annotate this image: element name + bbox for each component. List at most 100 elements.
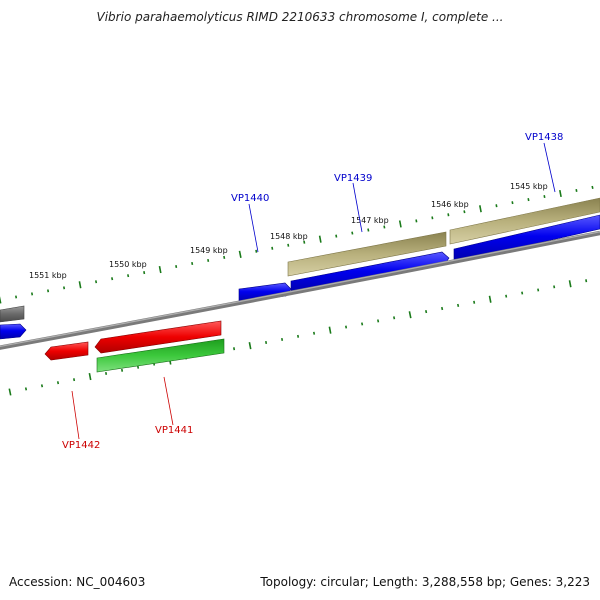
outer-ruler-minor-tick (527, 198, 530, 202)
leader-vp1441 (163, 376, 174, 426)
outer-ruler-minor-tick (143, 271, 146, 275)
inner-ruler-major-tick (328, 326, 332, 334)
inner-ruler-minor-tick (553, 285, 556, 289)
outer-ruler-minor-tick (127, 274, 130, 278)
ruler-label-1548: 1548 kbp (270, 232, 308, 241)
inner-ruler-minor-tick (345, 325, 348, 329)
gene-label-vp1441[interactable]: VP1441 (155, 425, 193, 436)
inner-ruler-minor-tick (121, 368, 124, 372)
outer-ruler-major-tick (398, 220, 402, 228)
inner-ruler-minor-tick (281, 337, 284, 341)
outer-ruler-minor-tick (511, 201, 514, 205)
map-title: Vibrio parahaemolyticus RIMD 2210633 chr… (96, 10, 504, 24)
outer-ruler-minor-tick (223, 255, 226, 259)
outer-ruler-minor-tick (175, 265, 178, 269)
gene-label-vp1438[interactable]: VP1438 (525, 132, 563, 143)
inner-ruler-minor-tick (505, 294, 508, 298)
inner-ruler-minor-tick (521, 291, 524, 295)
genome-backbone (0, 230, 600, 350)
leader-vp1439 (352, 182, 363, 233)
inner-ruler-major-tick (8, 388, 12, 396)
outer-ruler-minor-tick (447, 213, 450, 217)
outer-ruler-minor-tick (255, 249, 258, 253)
inner-ruler-major-tick (488, 295, 492, 303)
outer-ruler-minor-tick (191, 261, 194, 266)
outer-ruler-minor-tick (575, 188, 578, 192)
khaki-feature-left[interactable] (287, 231, 447, 277)
outer-ruler-minor-tick (383, 225, 386, 229)
inner-ruler-minor-tick (105, 371, 108, 375)
inner-ruler-minor-tick (473, 300, 476, 304)
gene-label-vp1442[interactable]: VP1442 (62, 440, 100, 451)
inner-ruler-major-tick (568, 280, 572, 288)
ruler-label-1546: 1546 kbp (431, 200, 469, 209)
inner-ruler-major-tick (248, 342, 252, 350)
ruler-label-1550: 1550 kbp (109, 260, 147, 269)
inner-ruler-minor-tick (265, 340, 268, 345)
outer-ruler-major-tick (479, 205, 482, 213)
inner-ruler-minor-tick (537, 288, 540, 292)
outer-ruler-minor-tick (495, 204, 498, 208)
outer-ruler (0, 185, 594, 304)
outer-ruler-major-tick (158, 265, 162, 274)
outer-ruler-minor-tick (303, 240, 306, 244)
outer-ruler-minor-tick (367, 228, 370, 232)
leader-vp1438 (543, 142, 556, 193)
gene-vp1442-feature[interactable] (44, 341, 89, 361)
green-feature[interactable] (96, 338, 225, 373)
outer-ruler-major-tick (318, 235, 322, 243)
khaki-feature-right[interactable] (449, 197, 600, 245)
inner-ruler-major-tick (88, 372, 92, 381)
inner-ruler-major-tick (408, 311, 412, 319)
inner-ruler-minor-tick (457, 303, 460, 307)
outer-ruler-minor-tick (351, 231, 354, 235)
outer-ruler-minor-tick (463, 210, 466, 214)
outer-ruler-major-tick (0, 296, 2, 304)
outer-ruler-major-tick (559, 189, 562, 198)
inner-ruler-minor-tick (313, 331, 316, 335)
gene-labels: VP1438 VP1439 VP1440 VP1441 VP1442 (62, 132, 563, 451)
outer-ruler-minor-tick (431, 216, 434, 220)
outer-ruler-minor-tick (111, 277, 114, 281)
gene-label-vp1439[interactable]: VP1439 (334, 173, 372, 184)
gene-label-vp1440[interactable]: VP1440 (231, 193, 269, 204)
topology-text: Topology: circular; Length: 3,288,558 bp… (260, 575, 590, 589)
gene-leader-lines (71, 142, 556, 440)
ruler-label-1547: 1547 kbp (351, 216, 389, 225)
ruler-label-1545: 1545 kbp (510, 182, 548, 191)
outer-ruler-minor-tick (95, 280, 98, 284)
outer-ruler-minor-tick (47, 289, 50, 293)
inner-ruler-minor-tick (73, 378, 76, 382)
inner-ruler-minor-tick (425, 310, 428, 314)
accession-text: Accession: NC_004603 (9, 575, 146, 589)
outer-ruler-major-tick (78, 281, 82, 289)
inner-ruler-minor-tick (393, 316, 396, 320)
inner-ruler-minor-tick (233, 347, 236, 351)
ruler-label-1551: 1551 kbp (29, 271, 67, 280)
outer-ruler-minor-tick (63, 286, 66, 290)
outer-ruler-minor-tick (287, 243, 290, 247)
gene-vp1441-feature[interactable] (94, 320, 222, 354)
inner-ruler-minor-tick (361, 322, 364, 326)
outer-ruler-minor-tick (207, 258, 210, 262)
inner-ruler-minor-tick (441, 306, 444, 311)
outer-ruler-minor-tick (415, 219, 418, 223)
ruler-labels: 1545 kbp 1546 kbp 1547 kbp 1548 kbp 1549… (29, 182, 548, 280)
outer-ruler-minor-tick (31, 292, 34, 296)
inner-ruler-minor-tick (585, 279, 588, 283)
outer-ruler-minor-tick (543, 195, 546, 199)
inner-ruler-minor-tick (24, 387, 28, 391)
blue-feature-left-edge[interactable] (0, 323, 27, 340)
leader-vp1442 (71, 390, 80, 440)
gene-vp1438-feature[interactable] (453, 214, 600, 263)
inner-ruler-minor-tick (56, 381, 60, 385)
gray-feature[interactable] (0, 305, 25, 323)
outer-ruler-minor-tick (271, 246, 274, 250)
ruler-label-1549: 1549 kbp (190, 246, 228, 255)
inner-ruler-minor-tick (137, 365, 140, 369)
outer-ruler-minor-tick (335, 234, 338, 238)
inner-ruler (8, 279, 588, 396)
outer-ruler-minor-tick (591, 185, 594, 189)
leader-vp1440 (248, 203, 259, 253)
